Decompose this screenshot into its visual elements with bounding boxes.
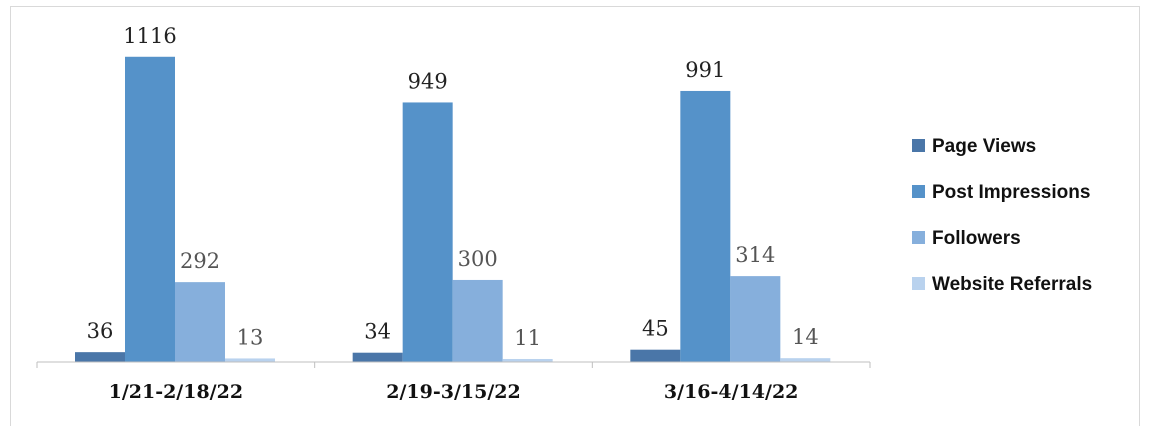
data-label: 34 [364, 320, 391, 344]
data-label: 36 [87, 319, 114, 343]
data-label: 45 [642, 317, 669, 341]
data-labels: 36 1116 292 13 34 949 300 11 45 991 314 14 [87, 24, 819, 350]
x-axis: 1/21-2/18/22 2/19-3/15/22 3/16-4/14/22 [36, 361, 871, 403]
bar-website-referrals [502, 358, 553, 362]
bar-website-referrals [780, 358, 831, 362]
bar-page-views [630, 349, 681, 362]
legend: Page Views Post Impressions Followers Websi… [912, 136, 1092, 295]
data-label: 13 [237, 325, 264, 349]
bar-followers [452, 279, 503, 362]
data-label: 292 [180, 249, 220, 273]
data-label: 11 [514, 326, 541, 350]
legend-swatch [912, 185, 925, 198]
data-label: 314 [735, 243, 775, 267]
data-label: 300 [458, 247, 498, 271]
category-label: 1/21-2/18/22 [109, 381, 243, 403]
bar-followers [175, 282, 225, 362]
bar-post-impressions [125, 56, 175, 363]
category-label: 3/16-4/14/22 [664, 381, 798, 403]
legend-swatch [912, 277, 925, 290]
data-label: 14 [792, 325, 819, 349]
legend-label: Website Referrals [932, 274, 1092, 295]
bar-post-impressions [402, 102, 453, 363]
bar-website-referrals [225, 358, 275, 362]
data-label: 949 [408, 69, 448, 93]
legend-label: Post Impressions [932, 182, 1090, 203]
bars-group [75, 56, 831, 363]
bar-page-views [352, 352, 403, 362]
legend-swatch [912, 231, 925, 244]
category-label: 2/19-3/15/22 [386, 381, 520, 403]
bar-page-views [75, 352, 125, 362]
legend-label: Page Views [932, 136, 1036, 157]
legend-swatch [912, 139, 925, 152]
bar-followers [730, 276, 781, 362]
bar-post-impressions [680, 90, 731, 363]
data-label: 1116 [123, 24, 176, 48]
data-label: 991 [685, 58, 725, 82]
legend-label: Followers [932, 228, 1021, 249]
